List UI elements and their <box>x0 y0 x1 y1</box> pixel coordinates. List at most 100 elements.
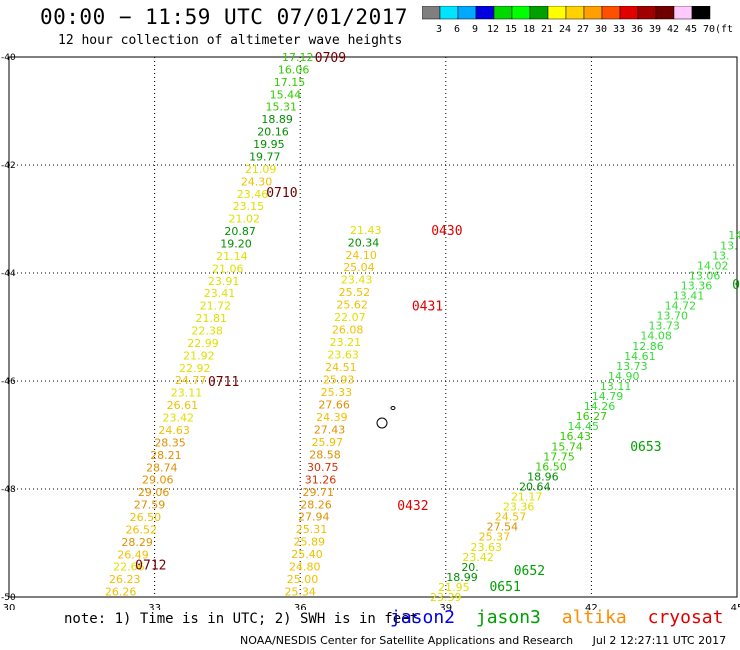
colorbar-label: 18 <box>523 24 535 35</box>
wave-height-value: 14.45 <box>568 420 600 433</box>
colorbar-label: 39 <box>649 24 661 35</box>
island-outline <box>376 417 388 429</box>
colorbar-swatch <box>691 6 711 20</box>
wave-height-value: 28.35 <box>154 436 186 449</box>
wave-height-value: 14.08 <box>640 330 672 343</box>
wave-height-value: 21.81 <box>196 312 228 325</box>
wave-height-value: 26.49 <box>117 548 149 561</box>
wave-height-value: 28.29 <box>121 536 153 549</box>
wave-height-value: 23.91 <box>208 275 240 288</box>
wave-height-value: 12.86 <box>632 340 664 353</box>
wave-height-value: 13.73 <box>616 360 648 373</box>
wave-height-value: 16.43 <box>559 430 591 443</box>
wave-height-value: 23.63 <box>327 349 359 362</box>
wave-height-value: 19.77 <box>249 150 281 163</box>
wave-height-value: 18.89 <box>261 113 293 126</box>
wave-height-value: 15.31 <box>266 101 298 114</box>
wave-height-value: 28.58 <box>309 448 341 461</box>
wave-height-value: 24.39 <box>316 411 348 424</box>
wave-height-value: 16.50 <box>535 460 567 473</box>
wave-height-value: 24.30 <box>241 175 273 188</box>
wave-height-value: 21.17 <box>511 491 543 504</box>
wave-height-value: 23.36 <box>503 501 535 514</box>
wave-height-value: 15.44 <box>270 88 302 101</box>
wave-height-value: 23.42 <box>462 551 494 564</box>
wave-height-value: 23.39 <box>430 591 462 604</box>
wave-height-value: 25.37 <box>479 531 511 544</box>
satellite-jason2-label: jason2 <box>390 607 456 628</box>
longitude-tick-label: 42 <box>585 603 598 610</box>
wave-height-value: 23.11 <box>171 387 203 400</box>
pass-time-label: 0 <box>732 278 740 293</box>
wave-height-value: 23.43 <box>341 274 373 287</box>
satellite-cryosat-label: cryosat <box>647 607 724 628</box>
units-note: note: 1) Time is in UTC; 2) SWH is in fe… <box>64 611 419 627</box>
wave-height-map: 30 33 36 39 42 45 -40 -42 -44 -46 -48 -50 17.1216.06… <box>1 51 740 610</box>
wave-height-value: 19.95 <box>253 138 285 151</box>
wave-height-value: 27.66 <box>318 398 350 411</box>
wave-height-value: 24.63 <box>158 424 190 437</box>
wave-height-value: 25.93 <box>323 374 355 387</box>
wave-height-value: 24.10 <box>345 249 377 262</box>
wave-height-value: 25.00 <box>287 573 319 586</box>
wave-height-value: 23.63 <box>470 541 502 554</box>
wave-height-value: 21.14 <box>216 250 248 263</box>
wave-height-value: 13.06 <box>689 269 721 282</box>
pass-time-label: 0653 <box>630 440 661 455</box>
wave-height-value: 24.80 <box>289 561 321 574</box>
wave-height-value: 30.75 <box>307 461 339 474</box>
wave-height-value: 14.90 <box>608 370 640 383</box>
wave-height-value: 22.66 <box>113 561 145 574</box>
satellite-altika-label: altika <box>561 607 627 628</box>
wave-height-value: 22.38 <box>191 325 223 338</box>
wave-height-value: 23.41 <box>204 287 236 300</box>
credit-line: NOAA/NESDIS Center for Satellite Applica… <box>240 634 726 647</box>
longitude-tick-label: 39 <box>439 603 452 610</box>
pass-time-label: 0651 <box>489 580 520 595</box>
colorbar-label: 12 <box>487 24 499 35</box>
wave-height-value: 24.51 <box>325 361 357 374</box>
wave-height-value: 26.23 <box>109 573 141 586</box>
pass-time-label: 0431 <box>412 299 443 314</box>
colorbar-label: 33 <box>613 24 625 35</box>
wave-height-value: 27.43 <box>314 423 346 436</box>
pass-time-label: 0432 <box>397 499 428 514</box>
wave-height-value: 13. <box>712 249 730 262</box>
wave-height-value: 19.20 <box>220 237 252 250</box>
wave-height-value: 26.08 <box>332 324 364 337</box>
wave-height-value: 14.61 <box>624 350 656 363</box>
wave-height-value: 18.96 <box>527 470 559 483</box>
wave-height-value: 13. <box>720 239 738 252</box>
wave-height-value: 29.06 <box>138 486 170 499</box>
wave-height-value: 31.26 <box>305 473 337 486</box>
wave-height-value: 21.43 <box>350 224 382 237</box>
longitude-tick-label: 30 <box>3 603 16 610</box>
wave-height-value: 28.26 <box>300 498 332 511</box>
latitude-tick-label: -40 <box>1 53 16 63</box>
island-outline <box>390 406 396 410</box>
wave-height-value: 14. <box>728 229 740 242</box>
pass-time-label: 0709 <box>315 51 346 66</box>
map-frame <box>8 56 738 598</box>
wave-height-value: 21.72 <box>200 300 232 313</box>
wave-height-value: 26.61 <box>167 399 199 412</box>
colorbar-label: 27 <box>577 24 589 35</box>
longitude-tick-label: 45 <box>731 603 740 610</box>
wave-height-value: 25.62 <box>336 299 368 312</box>
pass-time-label: 0430 <box>431 224 462 239</box>
pass-time-label: 0712 <box>135 559 166 574</box>
wave-height-value: 14.02 <box>697 259 729 272</box>
wave-height-value: 21.92 <box>183 349 215 362</box>
wave-height-value: 22.07 <box>334 311 366 324</box>
credit-timestamp: Jul 2 12:27:11 UTC 2017 <box>592 634 727 647</box>
wave-height-value: 14.72 <box>665 300 697 313</box>
colorbar-label: 24 <box>559 24 571 35</box>
wave-height-value: 25.97 <box>312 436 344 449</box>
pass-time-label: 0711 <box>208 375 239 390</box>
satellite-legend: jason2 jason3 altika cryosat s3a <box>390 607 740 628</box>
colorbar-label: 15 <box>505 24 517 35</box>
longitude-tick-label: 36 <box>294 603 307 610</box>
credit-agency: NOAA/NESDIS Center for Satellite Applica… <box>240 634 574 647</box>
wave-height-value: 28.21 <box>150 449 182 462</box>
